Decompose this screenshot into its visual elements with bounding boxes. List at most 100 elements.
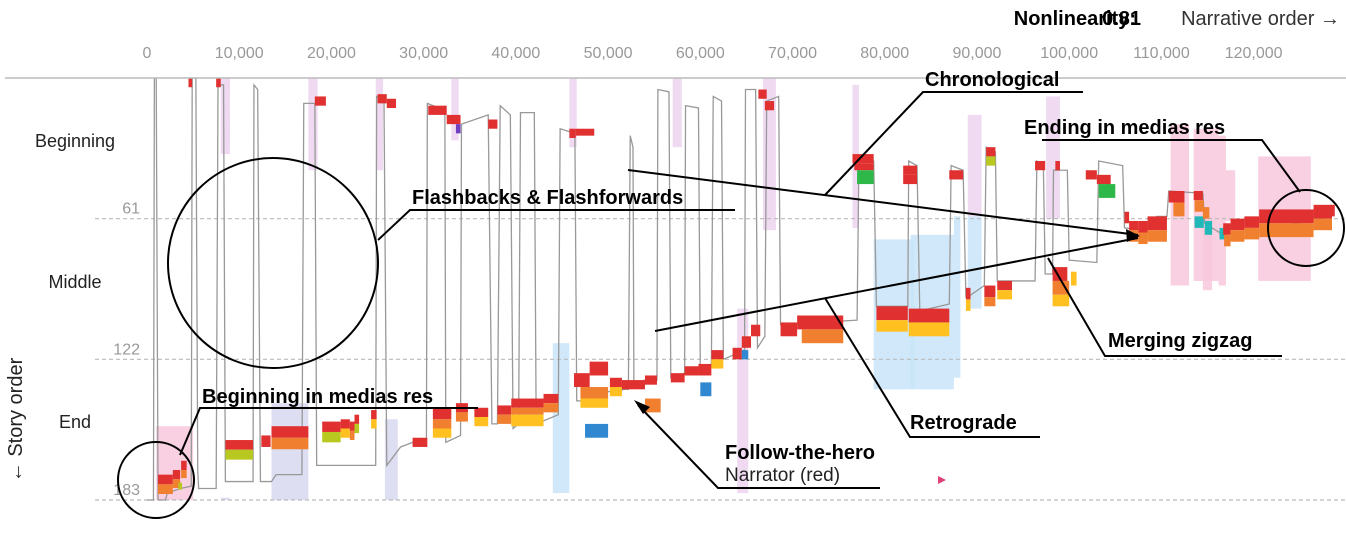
- x-tick-label: 0: [143, 45, 152, 62]
- character-band: [552, 343, 570, 494]
- x-tick-label: 20,000: [307, 45, 356, 62]
- character-segment: [1313, 218, 1332, 231]
- character-segment: [1224, 234, 1231, 247]
- y-tick-label: 122: [113, 341, 140, 358]
- character-segment: [700, 382, 712, 397]
- character-segment: [371, 419, 377, 429]
- character-segment: [876, 306, 908, 321]
- character-band: [763, 78, 776, 231]
- character-segment: [711, 359, 724, 369]
- character-segment: [876, 320, 908, 332]
- character-segment: [965, 299, 971, 311]
- x-tick-label: 80,000: [860, 45, 909, 62]
- character-segment: [1168, 190, 1185, 203]
- character-segment: [621, 380, 645, 390]
- character-segment: [1230, 230, 1245, 242]
- character-band: [672, 78, 682, 148]
- character-segment: [340, 428, 350, 438]
- character-segments: [158, 78, 1335, 495]
- character-segment: [986, 147, 996, 157]
- annotation-chronological: Chronological: [925, 69, 1059, 91]
- character-segment: [455, 124, 461, 134]
- character-segment: [903, 174, 918, 185]
- character-segment: [984, 285, 996, 298]
- character-segment: [377, 94, 387, 104]
- character-segment: [644, 375, 657, 385]
- character-segment: [1035, 161, 1046, 171]
- character-segment: [354, 423, 360, 434]
- character-segment: [609, 377, 622, 388]
- band-label-beginning: Beginning: [35, 131, 115, 151]
- character-segment: [1202, 207, 1210, 219]
- character-segment: [1259, 223, 1314, 238]
- character-segment: [908, 322, 950, 337]
- character-band: [569, 78, 577, 148]
- character-segment: [569, 128, 576, 138]
- annotation-circle-flashbacks: [167, 157, 379, 369]
- annotation-follow-the-hero: Follow-the-hero: [725, 442, 875, 464]
- character-band: [1202, 216, 1213, 291]
- character-band: [375, 78, 384, 171]
- character-segment: [172, 470, 181, 480]
- character-segment: [188, 78, 193, 88]
- character-segment: [543, 393, 559, 404]
- character-segment: [854, 163, 874, 171]
- y-axis-title: ← Story order: [5, 357, 27, 482]
- character-segment: [511, 414, 544, 427]
- annotation-merging-zigzag: Merging zigzag: [1108, 330, 1252, 352]
- x-tick-label: 100,000: [1040, 45, 1098, 62]
- character-band: [308, 78, 318, 171]
- character-segment: [543, 403, 559, 413]
- character-band: [220, 497, 230, 500]
- character-segment: [1244, 216, 1260, 228]
- character-segment: [1138, 232, 1148, 245]
- character-segment: [1193, 190, 1203, 201]
- character-segment: [446, 114, 461, 125]
- character-segment: [271, 426, 309, 438]
- character-segment: [497, 405, 512, 415]
- leader-flashbacks: [377, 209, 735, 241]
- character-segment: [758, 89, 767, 99]
- character-segment: [261, 435, 271, 447]
- character-segment: [1194, 216, 1204, 228]
- character-segment: [684, 366, 699, 376]
- character-segment: [455, 412, 468, 422]
- character-segment: [984, 297, 996, 307]
- character-segment: [1244, 227, 1260, 240]
- character-segment: [178, 482, 183, 490]
- character-segment: [158, 474, 173, 485]
- character-segment: [1223, 223, 1231, 235]
- character-segment: [852, 154, 874, 164]
- character-segment: [741, 350, 749, 360]
- character-segment: [1230, 218, 1245, 231]
- character-segment: [1147, 230, 1167, 242]
- x-tick-label: 40,000: [491, 45, 540, 62]
- arrowhead-follow: [634, 400, 650, 414]
- annotation-retrograde: Retrograde: [910, 412, 1017, 434]
- annotation-flashbacks: Flashbacks & Flashforwards: [412, 187, 683, 209]
- character-segment: [575, 128, 595, 136]
- leader-follow: [637, 404, 880, 489]
- character-segment: [1313, 204, 1332, 219]
- character-segment: [181, 470, 187, 479]
- character-segment: [1219, 227, 1226, 240]
- character-segment: [158, 484, 173, 495]
- character-segment: [1173, 202, 1185, 217]
- character-segment: [349, 421, 355, 431]
- character-segment: [225, 440, 254, 450]
- character-segment: [432, 407, 452, 420]
- character-segment: [271, 437, 309, 450]
- character-segment: [732, 347, 742, 360]
- character-segment: [474, 407, 489, 417]
- x-tick-label: 120,000: [1225, 45, 1283, 62]
- character-segment: [371, 410, 377, 420]
- x-tick-label: 60,000: [676, 45, 725, 62]
- character-band: [1046, 96, 1060, 219]
- character-band: [967, 216, 982, 309]
- character-band: [967, 114, 982, 217]
- character-segment: [780, 322, 798, 337]
- character-segment: [997, 290, 1013, 300]
- x-tick-label: 30,000: [399, 45, 448, 62]
- character-segment: [857, 170, 874, 185]
- character-segment: [1052, 294, 1070, 307]
